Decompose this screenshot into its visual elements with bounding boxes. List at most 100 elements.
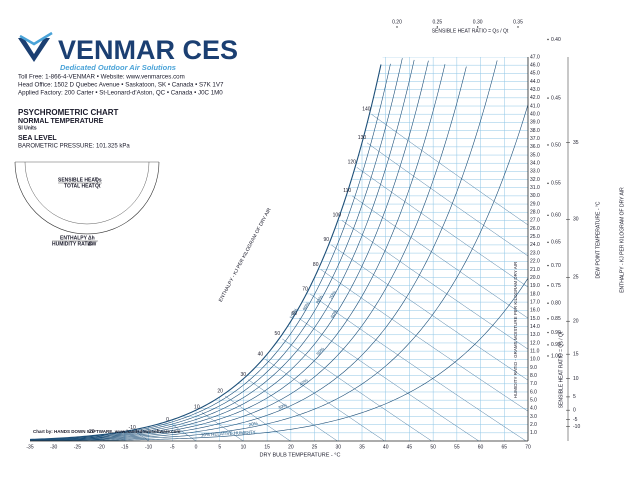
x-tick-label: 50 [430,444,436,450]
rh-label: 90% [302,301,311,311]
x-tick-label: 20 [288,444,294,450]
x-tick-label: 35 [359,444,365,450]
y-tick-label: 13.0 [530,332,540,338]
y-tick-label: 15.0 [530,316,540,322]
rh-label: 10% RELATIVE HUMIDITY [201,430,256,438]
y-tick-label: 1.0 [530,430,537,436]
rh-label: 60% [329,309,338,319]
y-tick-label: 47.0 [530,54,540,60]
x-tick-label: 55 [454,444,460,450]
title: PSYCHROMETRIC CHART [18,108,119,117]
shr-tick [547,302,549,304]
y-tick-label: 4.0 [530,406,537,412]
y-tick-label: 28.0 [530,210,540,216]
y-tick-label: 24.0 [530,242,540,248]
dewpoint-title: DEW POINT TEMPERATURE - °C [595,201,601,278]
protractor-label: SENSIBLE HEAT [58,177,98,183]
y-tick-label: 9.0 [530,365,537,371]
enthalpy-line [356,167,528,288]
rh-curve [30,278,528,441]
shr-tick [547,97,549,99]
x-tick-label: 25 [312,444,318,450]
y-tick-label: 36.0 [530,144,540,150]
enthalpy-line [352,195,528,319]
logo [18,31,53,62]
y-tick-label: 18.0 [530,291,540,297]
rh-label: 80% [315,294,324,304]
shr-tick-label: 0.80 [551,301,561,307]
rh-label: 40% [299,378,309,387]
rh-label: 20% [248,421,258,428]
y-tick-label: 43.0 [530,87,540,93]
x-tick-label: 15 [264,444,270,450]
enthalpy-line [331,244,528,381]
x-tick-label: -25 [74,444,81,450]
y-tick-label: 33.0 [530,169,540,175]
enthalpy-label: 30 [240,372,246,378]
y-tick-label: 23.0 [530,250,540,256]
shr-tick [547,318,549,320]
shr-tick-label: 0.50 [551,142,561,148]
x-tick-label: -15 [121,444,128,450]
rh-curve [30,64,446,441]
logo-swoosh [19,31,53,46]
y-axis-title: HUMIDITY RATIO - GRAMS MOISTURE PER KILO… [513,261,518,398]
subtitle: NORMAL TEMPERATURE [18,118,104,125]
y-tick-label: 16.0 [530,308,540,314]
shr-tick-label: 0.85 [551,316,561,322]
shr-tick-label: 0.60 [551,213,561,219]
x-tick-label: 60 [478,444,484,450]
shr-tick [547,284,549,287]
shr-tick [547,331,549,334]
shr-tick-label: 0.30 [473,19,483,25]
rh-curve [30,66,467,441]
protractor-label: ΔW [88,241,97,247]
rh-curve [30,104,528,441]
y-tick-label: 10.0 [530,357,540,363]
y-tick-label: 45.0 [530,71,540,77]
shr-tick [547,38,549,41]
x-tick-label: 40 [383,444,389,450]
enthalpy-title-left: ENTHALPY - KJ PER KILOGRAM OF DRY AIR [218,207,273,303]
y-tick-label: 20.0 [530,275,540,281]
shr-tick-label: 0.40 [551,37,561,43]
protractor-label: Qs [95,177,102,183]
rh-label: 30% [277,402,287,410]
rh-curve [30,58,403,441]
shr-tick [436,26,439,28]
enthalpy-line [282,338,432,441]
dewpoint-tick-label: 30 [573,217,579,223]
y-tick-label: 35.0 [530,152,540,158]
y-tick-label: 25.0 [530,234,540,240]
shr-tick [547,355,549,357]
enthalpy-label: 120 [348,160,357,166]
protractor-label: HUMIDITY RATIO [52,241,93,247]
x-tick-label: -10 [145,444,152,450]
shr-tick-label: 0.65 [551,240,561,246]
protractor-arc [24,161,150,225]
enthalpy-label: 0 [166,417,169,423]
contact-line: Head Office: 1502 D Quebec Avenue • Sask… [18,82,224,89]
shr-tick-label: 0.70 [551,263,561,269]
shr-tick [547,264,549,267]
y-tick-label: 31.0 [530,185,540,191]
protractor: SENSIBLE HEAT Qs TOTAL HEAT Qt ENTHALPY … [14,161,160,247]
shr-tick [547,344,549,346]
rh-curve [30,60,498,441]
y-tick-label: 11.0 [530,348,540,354]
enthalpy-label: 110 [343,188,351,194]
dewpoint-tick-label: -10 [573,424,580,430]
y-tick-label: 32.0 [530,177,540,183]
x-tick-label: 70 [525,444,531,450]
enthalpy-label: 100 [333,213,342,219]
units: SI Units [18,125,37,131]
enthalpy-line [299,318,479,441]
enthalpy-label: 60 [291,311,297,317]
y-tick-label: 27.0 [530,218,540,224]
shr-tick-label: 0.25 [432,19,442,25]
shr-title-vertical: SENSIBLE HEAT RATIO = Qs / Qt [558,331,564,408]
y-tick-label: 44.0 [530,79,540,85]
dewpoint-tick-label: 35 [573,140,579,146]
enthalpy-line [248,379,338,441]
